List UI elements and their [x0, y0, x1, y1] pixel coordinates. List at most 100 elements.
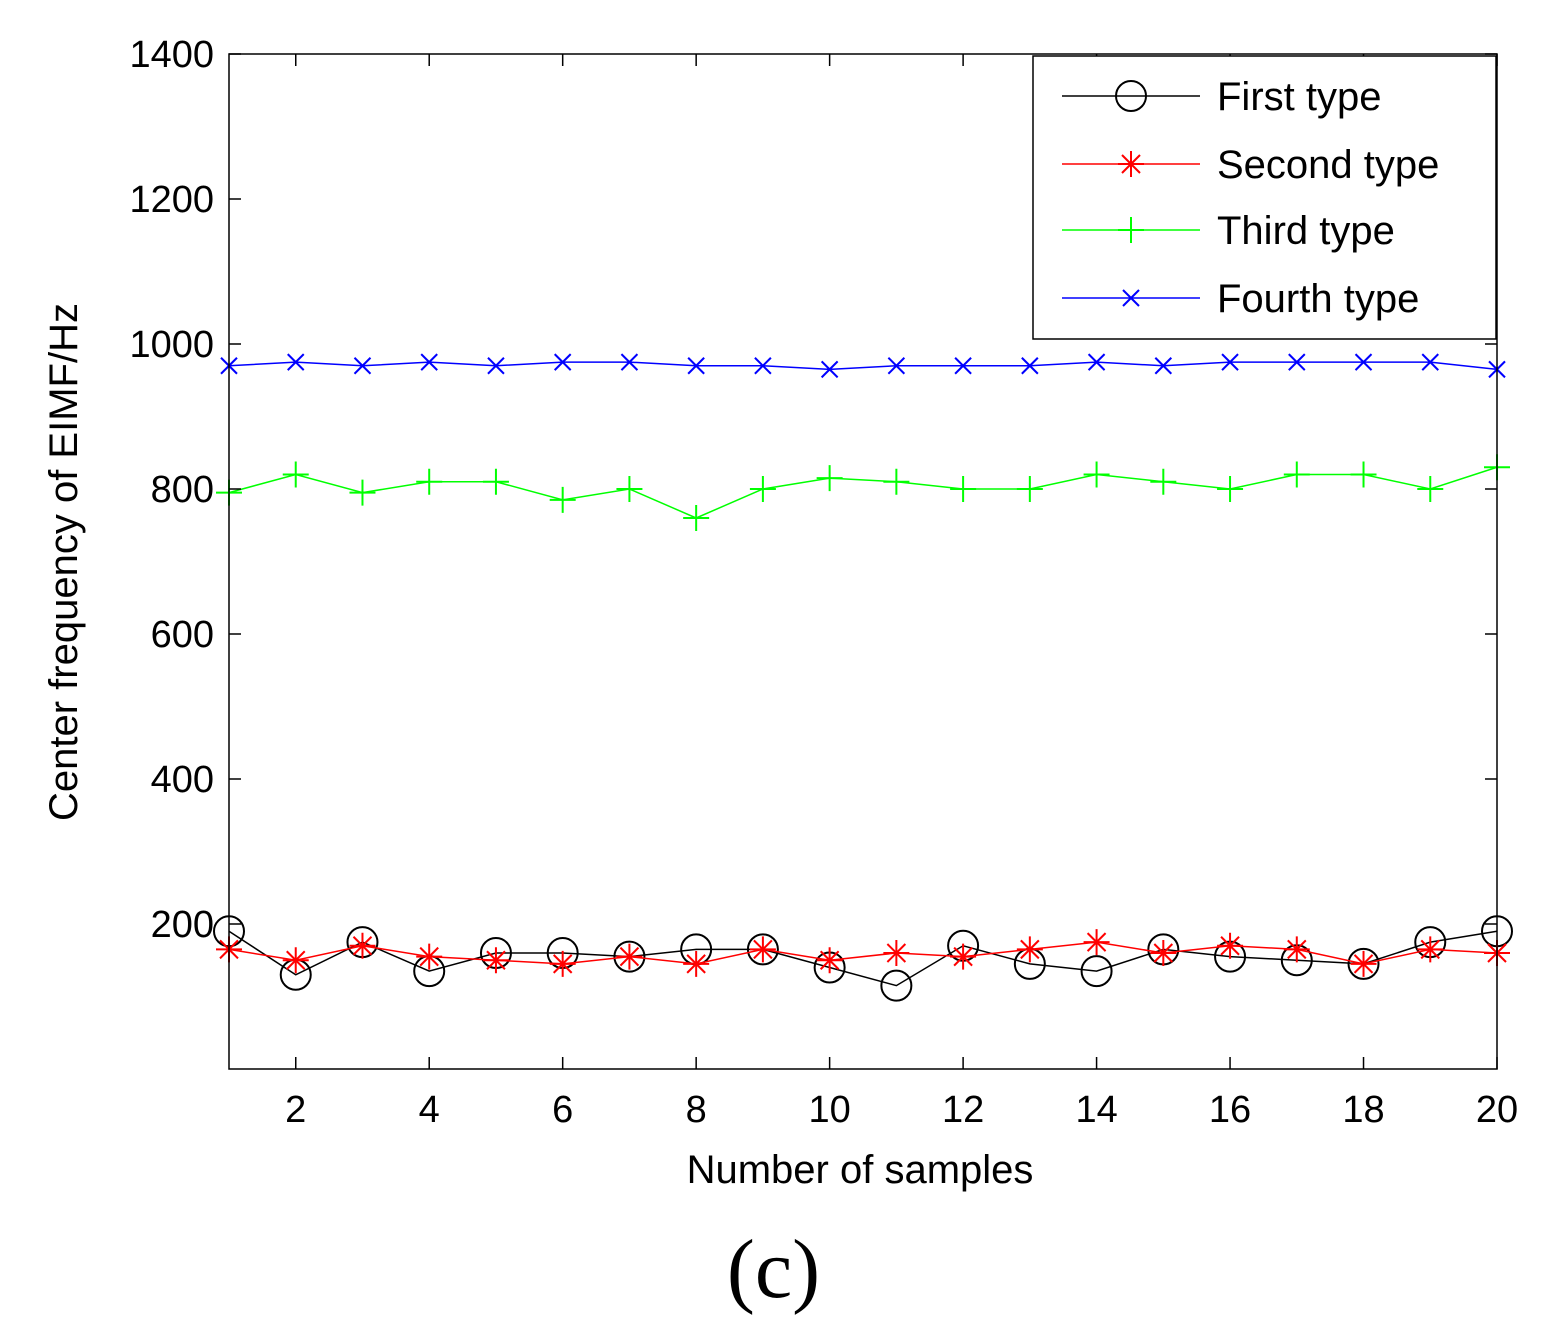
- x-tick-label: 2: [285, 1089, 306, 1131]
- data-point: [549, 486, 576, 513]
- data-point: [683, 950, 710, 977]
- marker-stroke: [1020, 939, 1040, 960]
- data-point: [416, 468, 443, 495]
- data-point: [954, 357, 972, 375]
- marker-stroke: [1021, 357, 1039, 375]
- data-point: [687, 357, 705, 375]
- marker-stroke: [1087, 353, 1106, 371]
- marker-stroke: [1421, 353, 1439, 371]
- data-point: [420, 353, 438, 371]
- data-point: [1150, 468, 1177, 495]
- marker-stroke: [352, 936, 373, 956]
- marker-circle: [613, 940, 646, 973]
- marker-stroke: [687, 357, 705, 375]
- marker-stroke: [1086, 932, 1107, 952]
- data-point: [353, 357, 372, 375]
- x-tick-label: 14: [1075, 1089, 1117, 1131]
- x-tick-label: 12: [942, 1089, 984, 1131]
- data-point: [1421, 353, 1439, 371]
- y-tick-label: 400: [151, 759, 214, 801]
- data-point: [287, 353, 305, 371]
- data-point: [1283, 461, 1310, 488]
- legend-marker: [1118, 217, 1144, 243]
- series-second-type: [216, 929, 1510, 977]
- data-point: [282, 461, 309, 488]
- marker-stroke: [1153, 943, 1174, 963]
- data-point: [282, 947, 309, 974]
- legend: First type Second type Third type Fourth ty…: [1032, 55, 1497, 340]
- data-point: [754, 357, 772, 375]
- marker-stroke: [487, 357, 505, 375]
- x-tick-label: 8: [686, 1089, 707, 1131]
- marker-stroke: [886, 943, 907, 963]
- data-point: [1350, 461, 1377, 488]
- legend-entry-first-type: First type: [1062, 75, 1381, 119]
- axes-layer: 2 4 6 8 10 12 14 16 18 20 200 400 600 800 1000 1200 1400: [129, 34, 1518, 1131]
- y-tick-label: 200: [151, 904, 214, 946]
- marker-stroke: [353, 357, 372, 375]
- data-point: [816, 947, 843, 974]
- legend-entry-fourth-type: Fourth type: [1062, 277, 1419, 321]
- marker-stroke: [420, 353, 438, 371]
- data-point: [1417, 476, 1444, 502]
- marker-stroke: [1122, 289, 1140, 307]
- legend-label: Second type: [1217, 143, 1439, 187]
- data-point: [1354, 353, 1373, 371]
- series-third-type: [216, 454, 1510, 531]
- marker-stroke: [954, 357, 972, 375]
- data-point: [1350, 950, 1377, 977]
- data-point: [482, 468, 509, 495]
- marker-stroke: [552, 954, 573, 974]
- data-point: [816, 465, 843, 492]
- legend-box: [1032, 55, 1497, 340]
- marker-stroke: [819, 950, 840, 970]
- data-point: [616, 943, 643, 970]
- legend-entry-third-type: Third type: [1062, 209, 1395, 253]
- y-tick-label: 800: [151, 469, 214, 511]
- data-point: [613, 940, 646, 973]
- series-layer: [213, 353, 1513, 1002]
- x-tick-label: 16: [1209, 1089, 1251, 1131]
- marker-circle: [746, 933, 779, 966]
- marker-stroke: [287, 353, 305, 371]
- data-point: [1217, 932, 1244, 959]
- y-tick-label: 600: [151, 614, 214, 656]
- data-point: [1221, 353, 1239, 371]
- marker-stroke: [1353, 954, 1374, 974]
- x-tick-label: 20: [1476, 1089, 1518, 1131]
- y-tick-label: 1200: [129, 179, 214, 221]
- data-point: [1083, 461, 1110, 488]
- marker-stroke: [286, 950, 306, 970]
- axes-frame: [228, 53, 1498, 1070]
- marker-stroke: [953, 946, 973, 967]
- marker-stroke: [1154, 357, 1173, 375]
- data-point: [683, 505, 710, 531]
- marker-stroke: [1220, 936, 1240, 956]
- y-tick-label: 1000: [129, 324, 214, 366]
- marker-circle: [880, 969, 913, 1002]
- data-point: [487, 357, 505, 375]
- marker-stroke: [619, 946, 640, 967]
- x-tick-label: 6: [552, 1089, 573, 1131]
- marker-stroke: [486, 950, 506, 970]
- x-tick-label: 10: [808, 1089, 850, 1131]
- marker-stroke: [686, 954, 706, 974]
- marker-stroke: [887, 357, 906, 375]
- data-point: [749, 936, 776, 963]
- marker-stroke: [753, 939, 773, 960]
- data-point: [416, 943, 443, 970]
- data-point: [1016, 936, 1043, 963]
- legend-entry-second-type: Second type: [1062, 143, 1439, 187]
- marker-stroke: [754, 357, 772, 375]
- data-point: [746, 933, 779, 966]
- data-point: [1347, 947, 1380, 980]
- marker-stroke: [419, 946, 439, 967]
- legend-marker: [1118, 151, 1144, 177]
- data-point: [482, 947, 509, 974]
- data-point: [1154, 357, 1173, 375]
- marker-stroke: [553, 353, 572, 371]
- marker-circle: [1115, 80, 1147, 112]
- marker-stroke: [820, 360, 839, 379]
- x-tick-label: 4: [419, 1089, 440, 1131]
